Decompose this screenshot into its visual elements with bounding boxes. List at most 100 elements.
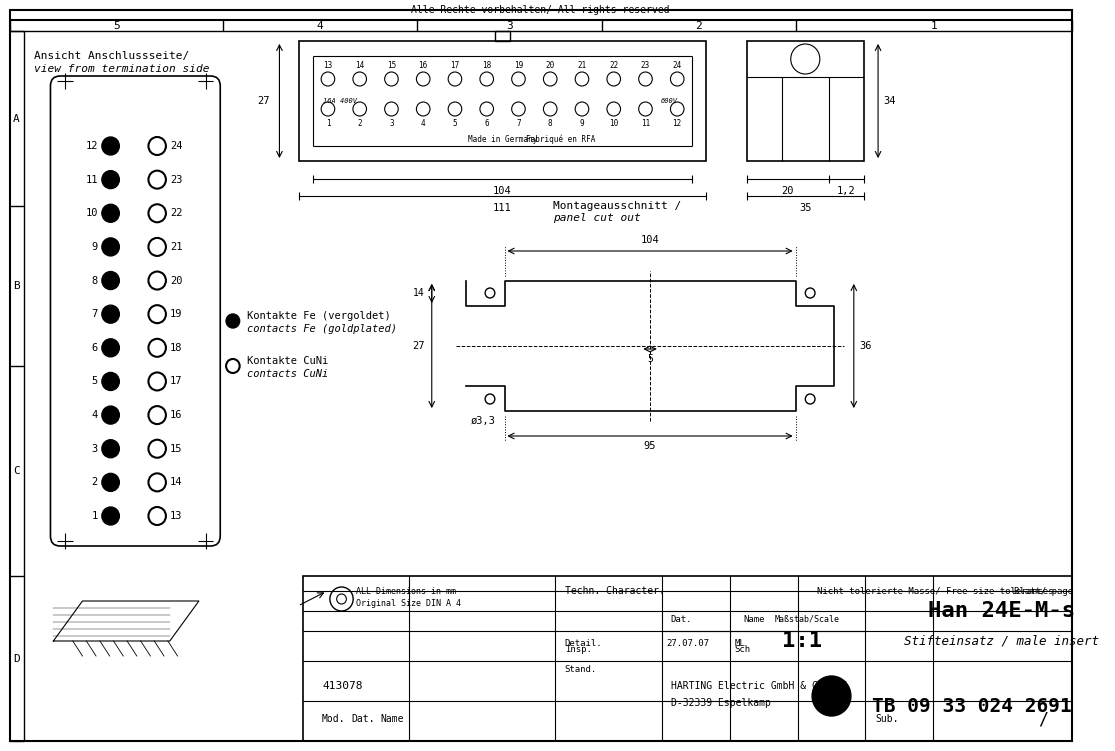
- Text: 7: 7: [91, 309, 98, 319]
- Text: 23: 23: [641, 61, 650, 70]
- Text: 10: 10: [609, 119, 619, 128]
- Text: 16: 16: [169, 410, 182, 420]
- Text: 1,2: 1,2: [836, 186, 855, 196]
- Text: 2: 2: [358, 119, 362, 128]
- Text: Original Size DIN A 4: Original Size DIN A 4: [356, 599, 462, 608]
- Text: 4: 4: [420, 119, 426, 128]
- Text: ALL Dimensions in mm: ALL Dimensions in mm: [356, 587, 456, 596]
- Text: ML: ML: [735, 638, 745, 647]
- Circle shape: [101, 406, 119, 424]
- Text: 111: 111: [493, 203, 512, 213]
- Text: Name: Name: [380, 714, 404, 724]
- Text: 12: 12: [86, 141, 98, 151]
- Text: 6: 6: [484, 119, 489, 128]
- Text: 36: 36: [860, 341, 872, 351]
- Text: 24: 24: [672, 61, 682, 70]
- Circle shape: [101, 507, 119, 525]
- Text: Ansicht Anschlussseite/: Ansicht Anschlussseite/: [33, 51, 190, 61]
- Text: TB 09 33 024 2691: TB 09 33 024 2691: [872, 696, 1072, 716]
- Text: 95: 95: [643, 441, 657, 451]
- Text: Kontakte CuNi: Kontakte CuNi: [248, 356, 329, 366]
- Text: 27.07.07: 27.07.07: [667, 638, 709, 647]
- Circle shape: [101, 305, 119, 323]
- Text: 18: 18: [482, 61, 492, 70]
- Text: Mod.: Mod.: [322, 714, 346, 724]
- Text: 11: 11: [86, 175, 98, 185]
- Text: 17: 17: [450, 61, 459, 70]
- Text: Nicht tolerierte Masse/ Free size tolerances: Nicht tolerierte Masse/ Free size tolera…: [817, 587, 1054, 596]
- Text: panel cut out: panel cut out: [553, 213, 641, 223]
- Text: Made in Germany: Made in Germany: [468, 134, 537, 143]
- Text: 1: 1: [91, 511, 98, 521]
- Text: 5: 5: [91, 376, 98, 387]
- Circle shape: [101, 137, 119, 155]
- Text: 11: 11: [641, 119, 650, 128]
- Text: ø3,3: ø3,3: [471, 416, 495, 426]
- Text: Han 24E-M-s: Han 24E-M-s: [928, 601, 1075, 621]
- Text: 18: 18: [169, 342, 182, 353]
- Text: 22: 22: [609, 61, 619, 70]
- Text: view from termination side: view from termination side: [33, 64, 210, 74]
- Text: 14: 14: [414, 288, 425, 298]
- Bar: [747, 41, 863, 161]
- Text: 1: 1: [931, 21, 938, 31]
- Text: 15: 15: [169, 444, 182, 454]
- Text: 16A 400V: 16A 400V: [323, 98, 357, 104]
- Text: 104: 104: [641, 235, 659, 245]
- Circle shape: [101, 339, 119, 357]
- Text: 8: 8: [547, 119, 553, 128]
- Text: 9: 9: [91, 242, 98, 252]
- Text: B: B: [13, 281, 20, 291]
- Text: Montageausschnitt /: Montageausschnitt /: [553, 201, 681, 211]
- Text: 4: 4: [317, 21, 323, 31]
- Text: D: D: [13, 653, 20, 663]
- Text: 19: 19: [169, 309, 182, 319]
- Text: 22: 22: [169, 208, 182, 219]
- Text: Blatt/ page: Blatt/ page: [1014, 587, 1073, 596]
- Text: 12: 12: [672, 119, 682, 128]
- Text: 600V: 600V: [660, 98, 677, 104]
- Text: Dat.: Dat.: [351, 714, 375, 724]
- Circle shape: [101, 204, 119, 222]
- Text: 34: 34: [883, 96, 895, 106]
- Text: 9: 9: [580, 119, 584, 128]
- Text: 13: 13: [323, 61, 332, 70]
- Text: 19: 19: [514, 61, 523, 70]
- Text: 104: 104: [493, 186, 512, 196]
- Text: 24: 24: [169, 141, 182, 151]
- Text: 14: 14: [169, 478, 182, 487]
- Text: 17: 17: [169, 376, 182, 387]
- Text: 4: 4: [91, 410, 98, 420]
- Circle shape: [101, 440, 119, 457]
- Text: 14: 14: [355, 61, 365, 70]
- Text: 27: 27: [258, 96, 270, 106]
- Circle shape: [101, 372, 119, 391]
- Text: Fabriqué en RFA: Fabriqué en RFA: [526, 134, 595, 143]
- Text: A: A: [13, 113, 20, 123]
- Text: 5: 5: [113, 21, 119, 31]
- Text: 3: 3: [91, 444, 98, 454]
- Text: 23: 23: [169, 175, 182, 185]
- Text: Detail.: Detail.: [564, 638, 602, 647]
- Text: 413078: 413078: [322, 681, 362, 691]
- Text: 6: 6: [91, 342, 98, 353]
- Text: H: H: [827, 689, 835, 703]
- Text: 2: 2: [91, 478, 98, 487]
- Circle shape: [101, 473, 119, 491]
- Text: Name: Name: [743, 614, 765, 623]
- Circle shape: [226, 314, 240, 328]
- Text: 21: 21: [169, 242, 182, 252]
- Text: Insp.: Insp.: [564, 644, 592, 653]
- Circle shape: [101, 170, 119, 189]
- Text: 8: 8: [91, 276, 98, 285]
- Text: 5: 5: [647, 354, 653, 364]
- Text: Dat.: Dat.: [670, 614, 692, 623]
- Text: Kontakte Fe (vergoldet): Kontakte Fe (vergoldet): [248, 311, 391, 321]
- Bar: [495, 31, 511, 41]
- Text: HARTING Electric GmbH & Co. KG: HARTING Electric GmbH & Co. KG: [671, 681, 847, 691]
- Text: 1:1: 1:1: [783, 631, 823, 651]
- Text: 20: 20: [782, 186, 794, 196]
- Text: 20: 20: [169, 276, 182, 285]
- Text: 3: 3: [389, 119, 394, 128]
- Text: 21: 21: [578, 61, 586, 70]
